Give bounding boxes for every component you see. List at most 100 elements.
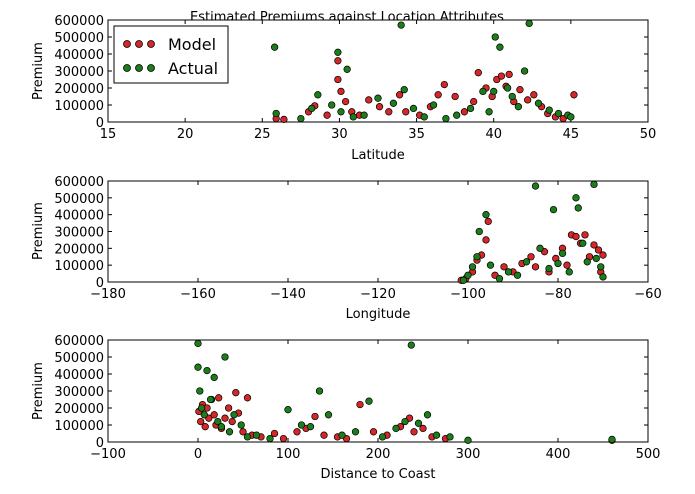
actual-point [194, 363, 202, 371]
actual-point [230, 411, 238, 419]
y-tick-label: 0 [96, 436, 104, 451]
actual-point [567, 113, 575, 121]
x-tick-label: 25 [254, 127, 271, 142]
plot-area [107, 339, 649, 443]
model-point [482, 236, 490, 244]
actual-point [374, 94, 382, 102]
model-point [337, 87, 345, 96]
actual-point [284, 406, 292, 414]
latitude-panel: 15 20 25 30 35 40 45 50 0 100000 200000 300000 4000… [31, 14, 656, 163]
y-tick-label: 0 [96, 116, 104, 131]
legend-model-label: Model [168, 35, 216, 54]
model-point [531, 263, 540, 271]
actual-point [525, 19, 533, 28]
x-tick-label: −100 [90, 447, 126, 462]
x-tick-label: −100 [450, 287, 486, 302]
x-tick-label: 300 [456, 447, 481, 462]
longitude-panel: −180 −160 −140 −120 −100 −80 −60 0 100000 200000… [31, 175, 662, 322]
actual-point [389, 99, 398, 107]
actual-point [315, 387, 324, 395]
actual-point [486, 261, 495, 269]
actual-point [407, 341, 415, 349]
actual-point [297, 421, 306, 429]
y-tick-label: 300000 [54, 65, 104, 80]
y-tick-label: 100000 [54, 99, 104, 114]
actual-point [514, 103, 523, 111]
actual-point [572, 194, 580, 202]
actual-point [549, 205, 558, 214]
y-tick-label: 100000 [54, 419, 104, 434]
actual-point [314, 91, 322, 99]
model-point [460, 108, 469, 116]
model-point [197, 417, 205, 426]
model-point [440, 80, 448, 89]
x-tick-label: 15 [100, 127, 117, 142]
model-point [311, 412, 319, 421]
model-point [356, 400, 364, 409]
actual-point [194, 339, 202, 348]
y-tick-label: 300000 [54, 226, 104, 241]
actual-point [545, 106, 553, 114]
actual-point [197, 404, 206, 412]
y-axis-label: Premium [31, 42, 46, 100]
x-axis-label: Longitude [346, 307, 411, 322]
actual-point [565, 268, 573, 276]
y-tick-label: 100000 [54, 259, 104, 274]
actual-point [479, 87, 487, 96]
actual-point [420, 113, 428, 121]
actual-point [495, 274, 504, 283]
actual-point [531, 182, 540, 190]
actual-point [599, 273, 607, 281]
model-point [570, 91, 578, 99]
actual-point [590, 180, 598, 189]
actual-point [464, 436, 472, 444]
distance-panel: −100 0 100 200 300 400 500 0100000200000300000… [31, 334, 660, 482]
x-tick-label: 400 [546, 447, 571, 462]
model-point [581, 231, 589, 239]
actual-point [328, 101, 336, 109]
actual-point [574, 204, 582, 212]
actual-point [473, 253, 481, 261]
actual-point [446, 433, 454, 441]
actual-point [196, 387, 204, 395]
actual-point [579, 239, 587, 247]
actual-point [554, 259, 562, 268]
y-tick-label: 200000 [54, 82, 104, 97]
model-point [210, 411, 218, 419]
model-point [572, 232, 580, 241]
model-point [395, 91, 404, 99]
actual-point [464, 271, 472, 279]
actual-point [490, 87, 498, 96]
model-point [221, 414, 229, 422]
actual-point [266, 434, 274, 443]
x-tick-label: −60 [634, 287, 661, 302]
actual-point [508, 92, 516, 101]
y-tick-label: 0 [96, 276, 104, 291]
actual-point [365, 397, 373, 405]
y-tick-label: 500000 [54, 351, 104, 366]
model-point [563, 261, 571, 269]
actual-point [297, 114, 305, 123]
actual-point [337, 108, 345, 116]
x-tick-label: −160 [180, 287, 216, 302]
model-point [365, 96, 373, 104]
actual-point [459, 276, 468, 284]
legend-actual-label: Actual [168, 59, 218, 78]
model-point [323, 111, 331, 119]
actual-point [308, 104, 316, 113]
actual-point [442, 114, 450, 123]
model-point [402, 108, 410, 116]
actual-point [200, 411, 208, 419]
actual-point [270, 43, 279, 51]
model-point [369, 428, 378, 436]
actual-point [496, 43, 504, 51]
x-tick-label: 50 [640, 127, 657, 142]
model-point [530, 91, 538, 99]
model-point [224, 404, 233, 412]
x-axis-label: Distance to Coast [320, 467, 435, 482]
x-tick-label: 30 [331, 127, 348, 142]
model-point [451, 92, 459, 101]
legend-actual-marker [123, 64, 131, 72]
actual-point [221, 353, 229, 361]
